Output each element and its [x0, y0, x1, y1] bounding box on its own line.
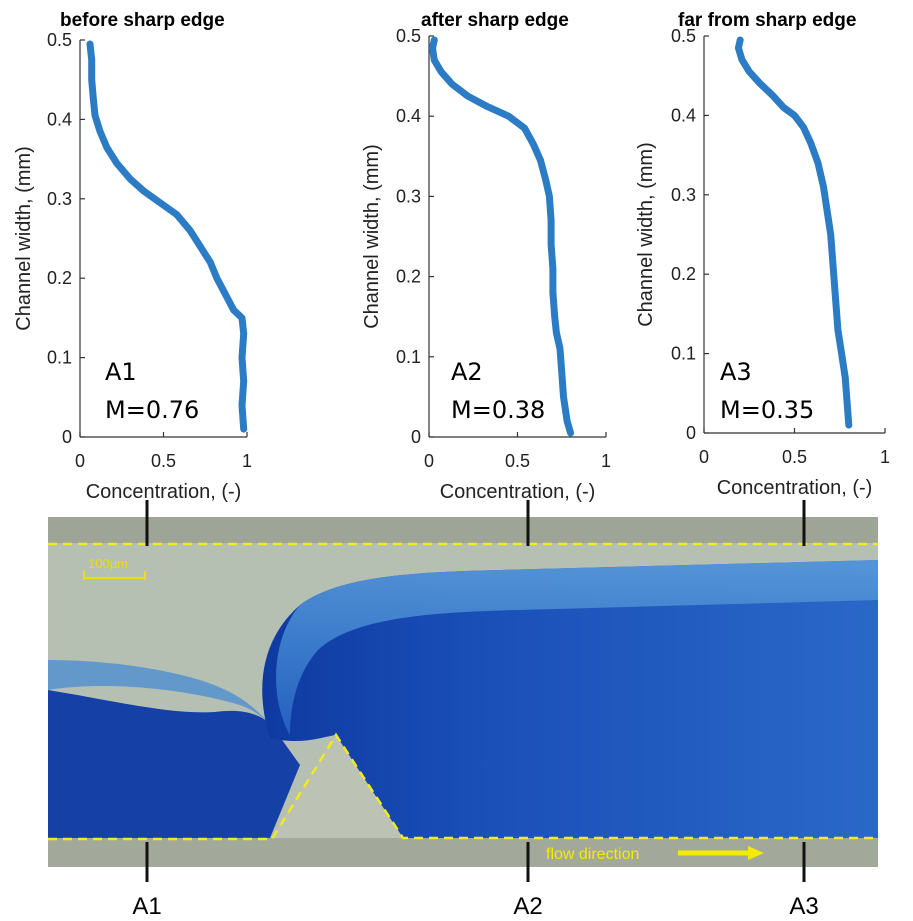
- chart-title: far from sharp edge: [678, 10, 856, 31]
- y-tick-label: 0.2: [396, 267, 421, 287]
- marker-a1-label: A1: [132, 893, 161, 920]
- y-tick-label: 0.5: [47, 30, 72, 50]
- plot-after-sharp-edge: after sharp edge 0 0.1 0.2 0.3 0.4 0.5 0 0.5 1Con…: [361, 10, 611, 503]
- y-tick-label: 0.1: [47, 348, 72, 368]
- position-markers: A1 A2 A3: [132, 500, 819, 920]
- x-tick-label: 0.5: [505, 451, 530, 471]
- dye-main-region: [262, 560, 878, 838]
- x-axis-label: Concentration, (-): [717, 477, 873, 499]
- lower-wall-outline: [48, 732, 878, 841]
- mixing-index-label: M=0.38: [451, 396, 545, 424]
- x-tick-label: 1: [242, 451, 252, 471]
- marker-a2-label: A2: [513, 893, 542, 920]
- x-tick-label: 0.5: [782, 447, 807, 467]
- y-tick-label: 0.1: [396, 347, 421, 367]
- dye-diffusion-layer: [48, 660, 275, 730]
- concentration-profile-line: [429, 36, 575, 437]
- concentration-profile-line: [734, 36, 853, 429]
- y-tick-label: 0.2: [671, 264, 696, 284]
- x-tick-label: 1: [601, 451, 611, 471]
- dye-upper-swirl: [276, 560, 878, 735]
- marker-a3-label: A3: [789, 893, 818, 920]
- y-tick-label: 0.4: [671, 105, 696, 125]
- chart-title: before sharp edge: [60, 10, 225, 31]
- sharp-edge-obstacle: [272, 735, 403, 838]
- section-label: A1: [105, 358, 137, 386]
- y-tick-label: 0.4: [47, 109, 72, 129]
- y-tick-label: 0.5: [671, 26, 696, 46]
- y-axis-label: Channel width, (mm): [13, 146, 35, 331]
- y-tick-label: 0.5: [396, 26, 421, 46]
- x-tick-label: 0: [424, 451, 434, 471]
- y-tick-label: 0: [62, 427, 72, 447]
- concentration-profile-line: [86, 40, 248, 433]
- section-label: A2: [451, 358, 483, 386]
- dye-lower-left: [48, 690, 300, 838]
- flow-arrow-icon: [748, 846, 764, 860]
- y-tick-label: 0.3: [671, 185, 696, 205]
- chart-title: after sharp edge: [421, 10, 569, 31]
- y-tick-label: 0.1: [671, 344, 696, 364]
- y-tick-label: 0.2: [47, 268, 72, 288]
- x-tick-label: 0.5: [151, 451, 176, 471]
- y-tick-label: 0: [686, 423, 696, 443]
- y-tick-label: 0.3: [396, 186, 421, 206]
- x-axis-label: Concentration, (-): [86, 481, 242, 503]
- scale-bar: 100µm: [83, 556, 146, 580]
- y-tick-label: 0: [411, 427, 421, 447]
- flow-direction-indicator: flow direction: [546, 846, 764, 863]
- section-label: A3: [720, 358, 752, 386]
- plot-far-from-sharp-edge: far from sharp edge 0 0.1 0.2 0.3 0.4 0.5 0 0.5 1…: [635, 10, 890, 499]
- mixing-index-label: M=0.76: [105, 396, 199, 424]
- y-tick-label: 0.3: [47, 189, 72, 209]
- y-axis-label: Channel width, (mm): [635, 142, 657, 327]
- channel-micrograph: 100µm flow direction: [48, 517, 878, 867]
- x-tick-label: 1: [880, 447, 890, 467]
- y-axis-label: Channel width, (mm): [361, 144, 383, 329]
- y-tick-label: 0.4: [396, 106, 421, 126]
- mixing-index-label: M=0.35: [720, 396, 814, 424]
- scale-bar-label: 100µm: [88, 556, 128, 571]
- x-tick-label: 0: [699, 447, 709, 467]
- plot-before-sharp-edge: before sharp edge 0 0.1 0.2 0.3 0.4 0.5 0 0.5 1Co…: [13, 10, 252, 503]
- flow-direction-label: flow direction: [546, 846, 639, 863]
- x-tick-label: 0: [75, 451, 85, 471]
- upper-wall: [48, 517, 878, 543]
- x-axis-label: Concentration, (-): [440, 481, 596, 503]
